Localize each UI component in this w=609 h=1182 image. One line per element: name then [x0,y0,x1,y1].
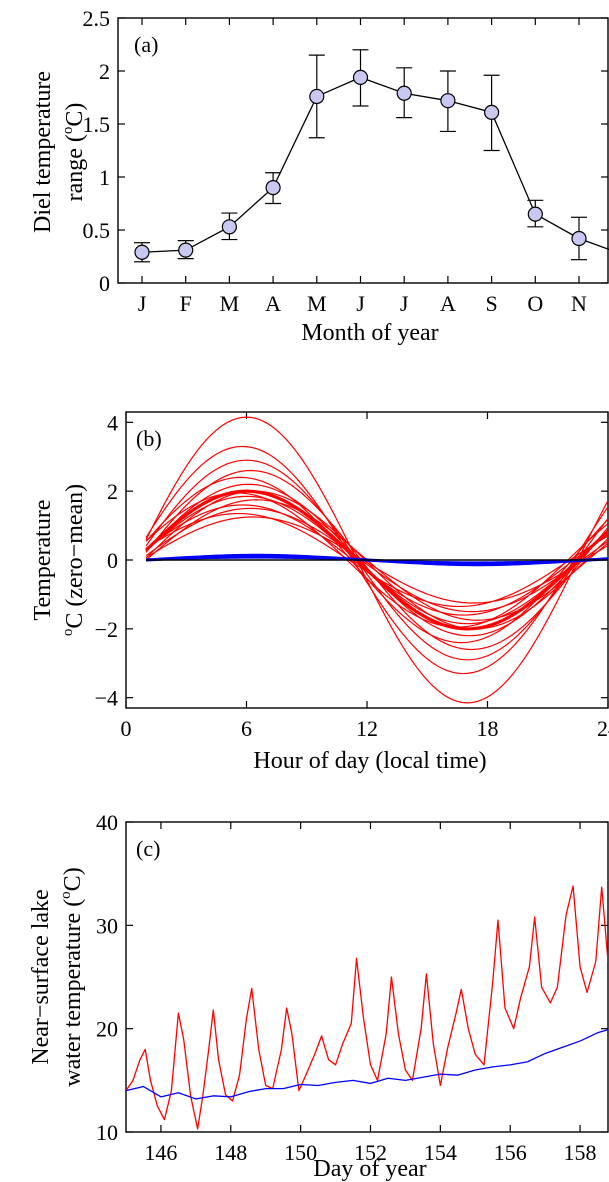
panel-a-x-tick-label: S [485,291,497,316]
panel-a-y-axis-label-line1: Diel temperature [30,71,56,233]
panel-b-y-tick-label: −2 [95,617,118,642]
panel-a-x-tick-label: M [307,291,327,316]
panel-c-y-axis-label-line1: Near−surface lake [28,889,54,1064]
panel-c-x-tick-label: 154 [424,1140,457,1165]
panel-a-data-point [265,180,281,196]
panel-b-y-tick-label: 0 [107,548,118,573]
panel-c-x-tick-label: 156 [494,1140,527,1165]
panel-c-x-tick-label: 148 [214,1140,247,1165]
panel-b-y-axis-label-line1: Temperature [30,500,56,621]
panel-a-axes-frame [117,17,609,284]
panel-b-red-curve [145,459,608,661]
panel-a-x-tick-label: J [138,291,147,316]
panel-a-data-point [134,244,150,260]
panel-b-y-axis-label-line2: oC (zero−mean) [60,484,88,636]
panel-a-y-tick-label: 1.5 [83,112,111,137]
panel-a-data-point [571,230,587,247]
panel-b-red-curve [145,416,608,704]
panel-b-x-ticks: 0 6 12 18 24 [121,412,609,741]
panel-a-series-line [141,76,609,253]
panel-c-x-axis-label: Day of year [313,1156,426,1182]
panel-a-data-point [396,85,412,101]
panel-c-red-series-line [126,885,608,1130]
panel-a-y-tick-label: 0.5 [83,218,111,243]
panel-c-x-ticks: 146 148 150 152 154 156 158 [144,822,597,1165]
panel-a-x-axis-label: Month of year [301,320,438,346]
panel-a-y-axis-label: Diel temperature range (oC) [30,71,88,233]
panel-a-y-tick-label: 2.5 [83,6,111,31]
panel-c-y-tick-label: 10 [96,1120,118,1145]
panel-a-x-tick-label: O [527,291,543,316]
panel-a-y-tick-label: 1 [99,165,110,190]
panel-a-y-ticks: 0 0.5 1 1.5 2 2.5 [83,6,608,296]
panel-c-data [126,885,608,1130]
panel-c-x-tick-label: 146 [144,1140,177,1165]
panel-a-data-point [527,206,543,222]
panel-c-y-tick-label: 20 [96,1017,118,1042]
panel-a: 00.511.522.5 JFMAMJJASOND (a) Month of y… [30,6,609,346]
panel-a-data-point [440,93,456,109]
panel-b-x-tick-label: 24 [597,716,609,741]
panel-a-x-tick-label: M [220,291,240,316]
panel-b-y-tick-label: −4 [95,686,118,711]
panel-c-x-tick-label: 152 [354,1140,387,1165]
panel-c-y-tick-label: 30 [96,913,118,938]
panel-b-y-axis-label: Temperature oC (zero−mean) [30,484,88,636]
panel-a-x-tick-label: J [356,291,365,316]
panel-b-x-tick-label: 18 [477,716,499,741]
panel-a-x-tick-label: A [440,291,456,316]
panel-a-data-point [484,104,500,120]
panel-a-data-point [178,242,194,258]
panel-b-x-tick-label: 6 [241,716,252,741]
panel-a-y-tick-label: 0 [99,271,110,296]
panel-b-y-tick-label: 2 [107,479,118,504]
panel-c: 10 20 30 40 146 148 150 152 154 156 158 (c) Day o… [28,810,609,1182]
panel-a-x-tick-label: N [571,291,587,316]
panel-a-x-tick-label: J [400,291,409,316]
panel-c-y-ticks: 10 20 30 40 [96,810,608,1145]
panel-b-data [144,416,608,704]
panel-b-x-axis-label: Hour of day (local time) [253,748,486,774]
panel-a-data-point [352,69,369,85]
panel-c-axes-frame [125,821,609,1133]
panel-a-label: (a) [134,32,158,57]
panel-a-x-tick-label: F [180,291,192,316]
panel-c-y-axis-label: Near−surface lake water temperature (oC) [28,867,86,1086]
panel-a-x-tick-label: A [265,291,281,316]
panel-b-red-curve [145,476,608,644]
panel-b-red-mean-curve [144,489,608,631]
panel-a-data [134,49,609,263]
panel-c-label: (c) [136,836,160,861]
panel-c-blue-series-line [126,1029,608,1100]
panel-c-x-tick-label: 150 [284,1140,317,1165]
panel-b-y-tick-label: 4 [107,410,118,435]
panel-a-y-axis-label-line2: range (oC) [60,103,88,202]
panel-b-red-curve [145,445,608,675]
panel-c-y-tick-label: 40 [96,810,118,835]
panel-a-y-tick-label: 2 [99,59,110,84]
panel-a-data-point [221,219,237,235]
panel-b-x-tick-label: 12 [356,716,378,741]
panel-c-x-tick-label: 158 [564,1140,597,1165]
panel-a-x-ticks: JFMAMJJASOND [138,18,587,316]
panel-b-x-tick-label: 0 [121,716,132,741]
panel-a-data-point [309,88,325,105]
panel-c-y-axis-label-line2: water temperature (oC) [58,867,86,1086]
panel-b-y-ticks: −4 −2 0 2 4 [95,410,608,711]
panel-b-label: (b) [136,426,162,451]
